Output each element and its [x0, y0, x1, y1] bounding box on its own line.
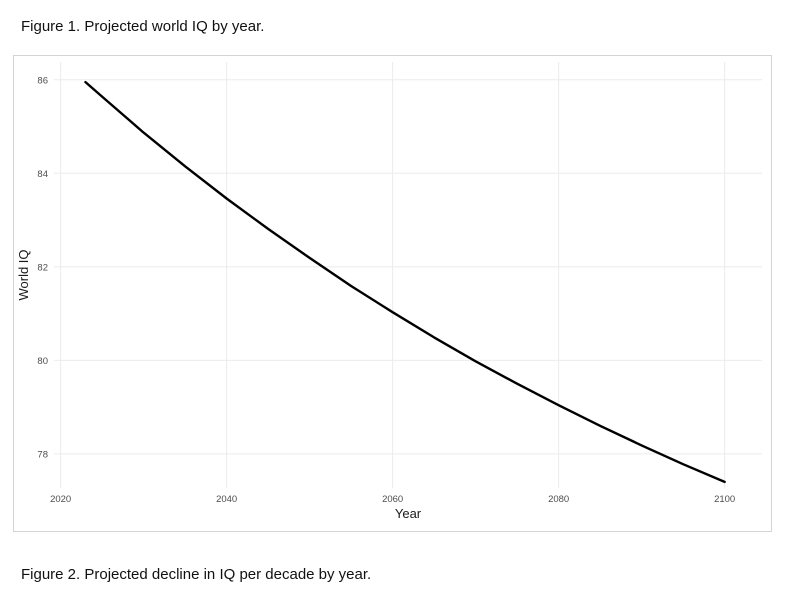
x-tick-label: 2040 [216, 494, 237, 505]
x-axis-title: Year [395, 506, 422, 521]
y-tick-label: 84 [37, 169, 48, 180]
page: Figure 1. Projected world IQ by year. 78… [0, 18, 786, 583]
x-tick-label: 2100 [714, 494, 735, 505]
y-tick-label: 80 [37, 356, 48, 367]
y-tick-label: 86 [37, 75, 48, 86]
x-axis-tick-labels: 2020 2040 2060 2080 2100 [50, 494, 735, 505]
y-tick-label: 82 [37, 262, 48, 273]
world-iq-projection-line [84, 80, 726, 484]
figure2-caption: Figure 2. Projected decline in IQ per de… [21, 566, 372, 583]
x-tick-label: 2020 [50, 494, 71, 505]
y-axis-title: World IQ [16, 249, 31, 300]
gridlines [54, 62, 762, 488]
y-tick-label: 78 [37, 449, 48, 460]
x-tick-label: 2060 [382, 494, 403, 505]
y-axis-tick-labels: 78 80 82 84 86 [37, 75, 48, 460]
figure1-chart-panel: 78 80 82 84 86 2020 2040 2060 2080 2100 Year World … [13, 55, 772, 532]
projected-world-iq-line-chart: 78 80 82 84 86 2020 2040 2060 2080 2100 Year World … [16, 62, 762, 521]
x-tick-label: 2080 [548, 494, 569, 505]
figure1-caption: Figure 1. Projected world IQ by year. [21, 18, 265, 35]
